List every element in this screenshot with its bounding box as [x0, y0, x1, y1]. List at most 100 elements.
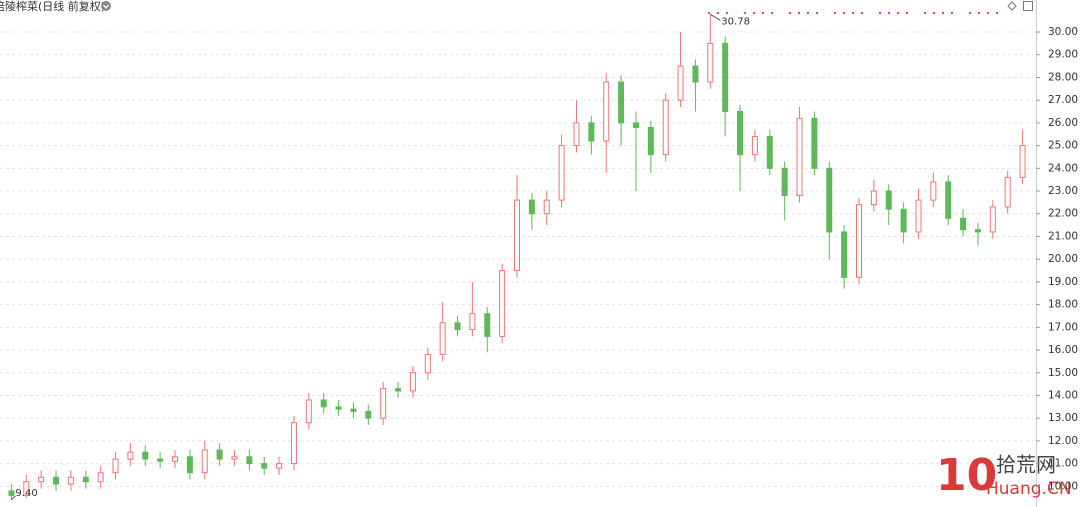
- candle-body: [82, 476, 89, 483]
- signal-marker: [888, 12, 890, 14]
- candle-body: [157, 458, 164, 462]
- signal-marker: [852, 12, 854, 14]
- candle-body: [395, 388, 402, 392]
- candle-body: [201, 449, 208, 474]
- y-tick-label: 27.00: [1048, 94, 1078, 106]
- diamond-icon[interactable]: [1007, 1, 1017, 11]
- min-label: 9.40: [15, 488, 37, 499]
- y-tick-label: 28.00: [1048, 71, 1078, 83]
- y-tick-label: 29.00: [1048, 49, 1078, 61]
- candle-body: [915, 199, 922, 233]
- watermark: 10 拾荒网 Huang.CN: [936, 450, 1072, 501]
- signal-marker: [708, 12, 710, 14]
- candle-body: [751, 136, 758, 156]
- y-tick-label: 17.00: [1048, 321, 1078, 333]
- candle-body: [870, 190, 877, 206]
- y-tick-label: 13.00: [1048, 412, 1078, 424]
- candle-body: [766, 136, 773, 169]
- candle-body: [662, 99, 669, 156]
- candle-body: [127, 451, 134, 460]
- candle-body: [186, 456, 193, 474]
- candle-body: [261, 463, 268, 469]
- signal-marker: [906, 12, 908, 14]
- signal-marker: [924, 12, 926, 14]
- candle-body: [142, 451, 149, 460]
- y-tick-label: 26.00: [1048, 117, 1078, 129]
- signal-marker: [762, 12, 764, 14]
- signal-marker: [843, 12, 845, 14]
- y-tick-label: 18.00: [1048, 299, 1078, 311]
- y-tick-label: 16.00: [1048, 344, 1078, 356]
- chart-title: 涪陵榨菜(日线 前复权): [0, 0, 105, 13]
- signal-marker: [879, 12, 881, 14]
- candle-body: [707, 42, 714, 83]
- candle-body: [216, 449, 223, 460]
- signal-marker: [744, 12, 746, 14]
- candle-body: [514, 199, 520, 272]
- candle-body: [409, 372, 416, 392]
- candle-body: [811, 117, 818, 169]
- y-tick-label: 10.00: [1048, 480, 1078, 492]
- candle-body: [856, 204, 862, 278]
- candle-body: [172, 456, 178, 462]
- signal-marker: [933, 12, 935, 14]
- candle-body: [112, 458, 119, 474]
- window-icon[interactable]: [1023, 1, 1033, 11]
- y-tick-label: 14.00: [1048, 389, 1078, 401]
- candle-body: [677, 65, 684, 101]
- candle-body: [900, 208, 907, 233]
- candle-body: [647, 126, 654, 156]
- signal-marker: [807, 12, 809, 14]
- candle-body: [632, 122, 639, 128]
- y-tick-label: 24.00: [1048, 162, 1078, 174]
- y-tick-label: 15.00: [1048, 367, 1078, 379]
- candle-body: [38, 476, 45, 483]
- candle-body: [1004, 176, 1011, 208]
- y-tick-label: 30.00: [1048, 26, 1078, 38]
- signal-marker: [978, 12, 980, 14]
- signal-marker: [771, 12, 773, 14]
- candle-body: [722, 42, 729, 113]
- candle-body: [231, 456, 238, 460]
- watermark-site: Huang.CN: [986, 479, 1072, 499]
- candle-body: [499, 270, 506, 337]
- candle-body: [989, 206, 996, 233]
- min-pointer: [11, 495, 16, 501]
- signal-marker: [897, 12, 899, 14]
- candle-body: [320, 399, 327, 408]
- candle-body: [380, 388, 387, 419]
- max-label: 30.78: [721, 16, 750, 27]
- candle-body: [290, 422, 297, 465]
- signal-marker: [816, 12, 818, 14]
- candle-body: [365, 410, 372, 419]
- candle-body: [246, 456, 253, 465]
- y-tick-label: 19.00: [1048, 276, 1078, 288]
- candle-body: [276, 463, 283, 469]
- title-menu-icon[interactable]: [101, 1, 111, 11]
- candle-body: [841, 231, 848, 278]
- signal-marker: [861, 12, 863, 14]
- y-tick-label: 22.00: [1048, 208, 1078, 220]
- candle-body: [618, 81, 625, 124]
- candle-body: [796, 117, 803, 197]
- candle-body: [350, 408, 357, 412]
- candle-body: [781, 167, 788, 197]
- y-tick-label: 23.00: [1048, 185, 1078, 197]
- candle-body: [885, 190, 892, 210]
- candle-body: [469, 313, 476, 331]
- candle-body: [930, 181, 937, 201]
- signal-marker: [798, 12, 800, 14]
- candle-body: [945, 181, 952, 219]
- candle-body: [1019, 145, 1026, 178]
- candle-body: [335, 406, 342, 410]
- signal-marker: [969, 12, 971, 14]
- y-tick-label: 20.00: [1048, 253, 1078, 265]
- candle-body: [97, 472, 104, 483]
- candle-body: [528, 199, 535, 215]
- signal-marker: [996, 12, 998, 14]
- signal-marker: [834, 12, 836, 14]
- candle-body: [53, 476, 60, 485]
- y-tick-label: 21.00: [1048, 230, 1078, 242]
